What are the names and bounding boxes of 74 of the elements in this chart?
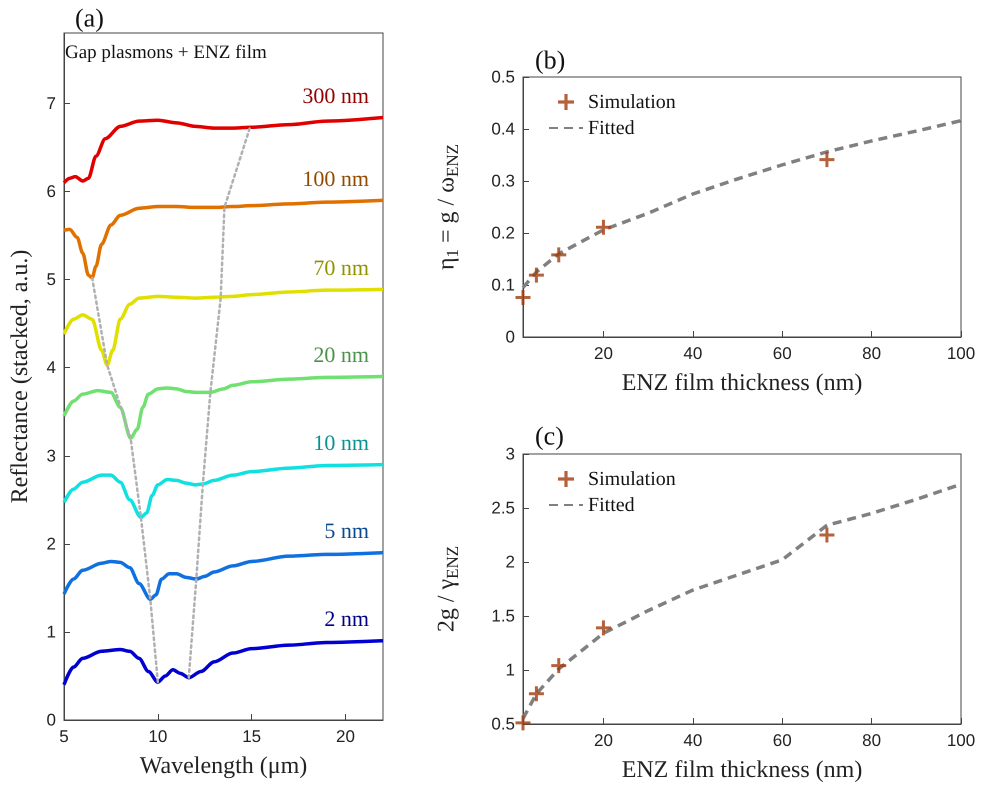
point — [596, 620, 611, 636]
y-tick-label: 0.4 — [491, 120, 515, 138]
x-axis-title: Wavelength (μm) — [140, 753, 308, 779]
y-axis-title: 2g / γENZ — [434, 546, 462, 632]
series-label: 5 nm — [324, 518, 370, 544]
y-tick-label: 1 — [46, 622, 56, 642]
y-tick-label: 1.5 — [491, 606, 515, 626]
x-axis-title: ENZ film thickness (nm) — [622, 757, 862, 783]
y-tick-label: 0 — [46, 710, 56, 730]
line-series — [62, 638, 385, 687]
y-tick-label: 2.5 — [491, 498, 515, 518]
point — [516, 715, 530, 730]
series-label: 2 nm — [324, 606, 370, 632]
y-tick-label: 0.5 — [491, 714, 515, 734]
series-label: 300 nm — [302, 83, 370, 108]
point — [551, 658, 566, 674]
series-label: 70 nm — [313, 254, 370, 280]
series-label: 10 nm — [313, 430, 370, 456]
line-series — [62, 198, 385, 280]
chart-title: (a) — [75, 4, 104, 32]
x-tick-label: 20 — [336, 727, 355, 746]
y-tick-label: 5 — [46, 270, 56, 290]
point — [551, 247, 566, 262]
x-tick-label: 80 — [862, 731, 882, 750]
legend-label: Fitted — [588, 117, 635, 139]
y-tick-label: 0.3 — [491, 172, 515, 190]
annotation: Gap plasmons + ENZ film — [65, 42, 267, 63]
x-tick-label: 80 — [862, 344, 882, 363]
x-tick-label: 100 — [946, 344, 976, 363]
y-tick-label: 7 — [46, 94, 56, 113]
x-tick-label: 40 — [683, 344, 702, 363]
y-tick-label: 4 — [46, 358, 56, 378]
x-tick-label: 20 — [594, 731, 613, 750]
line-series — [62, 550, 385, 602]
point — [528, 268, 544, 283]
y-tick-label: 0.2 — [491, 224, 515, 242]
point — [596, 220, 611, 235]
series-label: 20 nm — [313, 342, 370, 367]
y-tick-label: 0.1 — [491, 276, 515, 294]
y-tick-label: 3 — [506, 444, 515, 464]
line-series — [188, 126, 252, 679]
y-tick-label: 1 — [506, 660, 515, 680]
y-tick-label: 3 — [46, 446, 56, 466]
point — [516, 290, 530, 305]
x-tick-label: 60 — [772, 344, 792, 363]
y-tick-label: 6 — [46, 182, 56, 202]
line-series — [62, 116, 385, 184]
point — [819, 528, 834, 542]
y-axis-title: η1 = g / ωENZ — [434, 144, 462, 270]
point — [819, 152, 834, 168]
y-tick-label: 0.5 — [491, 68, 515, 86]
x-tick-label: 40 — [683, 731, 702, 750]
chart-title: (c) — [535, 422, 564, 450]
chart-title: (b) — [535, 46, 566, 74]
line-series — [521, 118, 963, 290]
x-axis-title: ENZ film thickness (nm) — [622, 370, 862, 396]
x-tick-label: 15 — [242, 727, 262, 746]
x-tick-label: 10 — [148, 727, 168, 746]
x-tick-label: 20 — [594, 344, 613, 363]
x-tick-label: 100 — [946, 731, 976, 750]
y-tick-label: 2 — [506, 552, 515, 572]
x-tick-label: 60 — [772, 731, 792, 750]
line-series — [62, 288, 385, 367]
line-series — [62, 462, 385, 520]
legend-label: Simulation — [588, 468, 676, 490]
legend-label: Fitted — [588, 494, 635, 516]
y-axis-title: Reflectance (stacked, a.u.) — [7, 250, 33, 504]
series-label: 100 nm — [302, 166, 370, 191]
line-series — [90, 276, 160, 684]
y-tick-label: 2 — [46, 534, 56, 554]
point — [528, 686, 544, 702]
y-tick-label: 0 — [506, 328, 515, 346]
x-tick-label: 5 — [59, 727, 69, 746]
legend-label: Simulation — [588, 91, 676, 113]
